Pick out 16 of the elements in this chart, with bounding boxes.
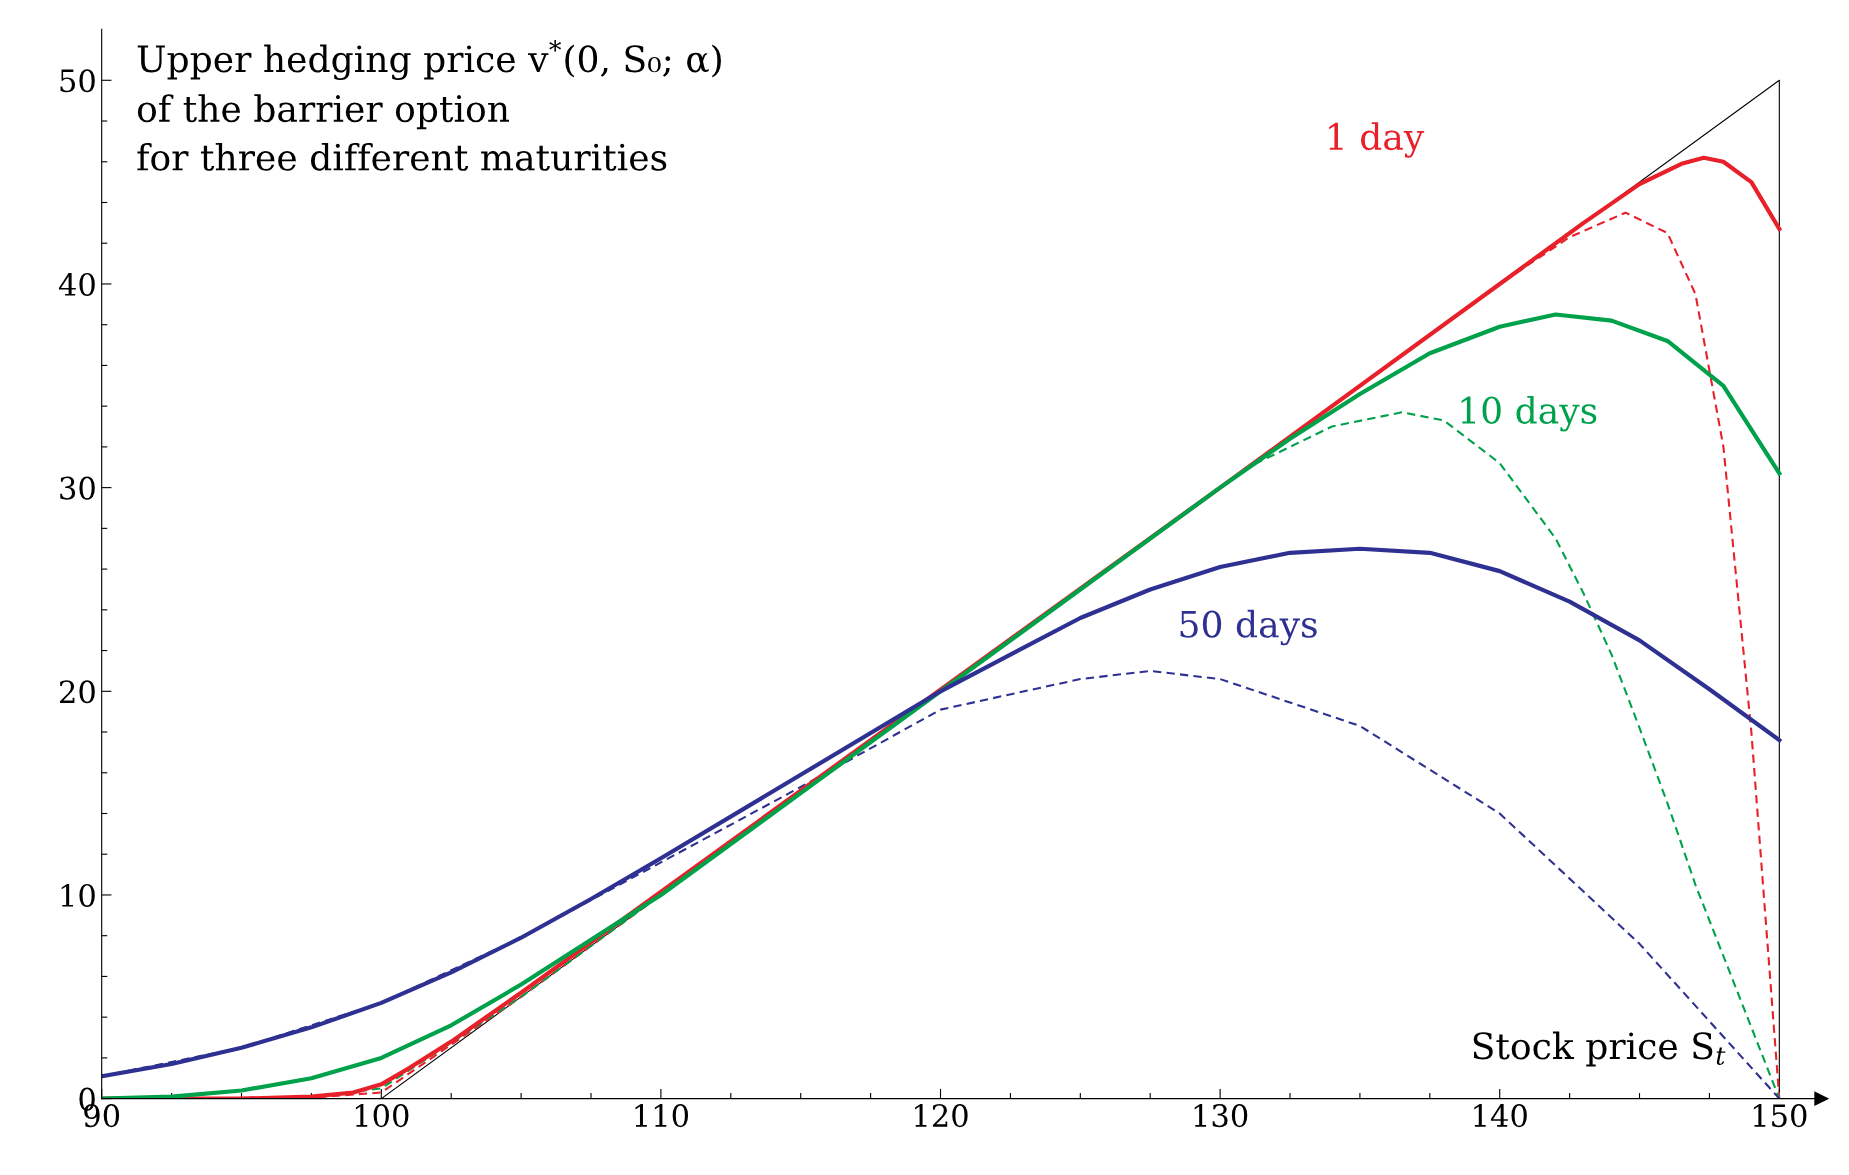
x-tick-label: 150 bbox=[1753, 1104, 1807, 1128]
y-tick-label: 40 bbox=[58, 272, 95, 296]
y-tick-label: 30 bbox=[60, 476, 95, 500]
x-tick-label: 120 bbox=[915, 1104, 968, 1128]
x-tick-label: 100 bbox=[355, 1104, 409, 1128]
x-tick-label: 130 bbox=[1194, 1104, 1248, 1128]
y-tick-label: 20 bbox=[60, 680, 95, 704]
x-tick-label: 140 bbox=[1474, 1104, 1527, 1128]
x-tick-label: 110 bbox=[635, 1104, 689, 1128]
y-tick-label: 10 bbox=[61, 883, 95, 907]
y-tick-label: 50 bbox=[60, 69, 95, 93]
series-label: 10 days bbox=[1461, 395, 1597, 432]
series-label: 50 days bbox=[1180, 609, 1317, 646]
chart-title: Upper hedging price v$^{*}$(0, S₀; α) of the barrier option for three different maturities bbox=[137, 40, 721, 171]
text: 1 day bbox=[1329, 122, 1425, 158]
x-axis-title: Stock price S$_{t}$ bbox=[1473, 1031, 1726, 1067]
